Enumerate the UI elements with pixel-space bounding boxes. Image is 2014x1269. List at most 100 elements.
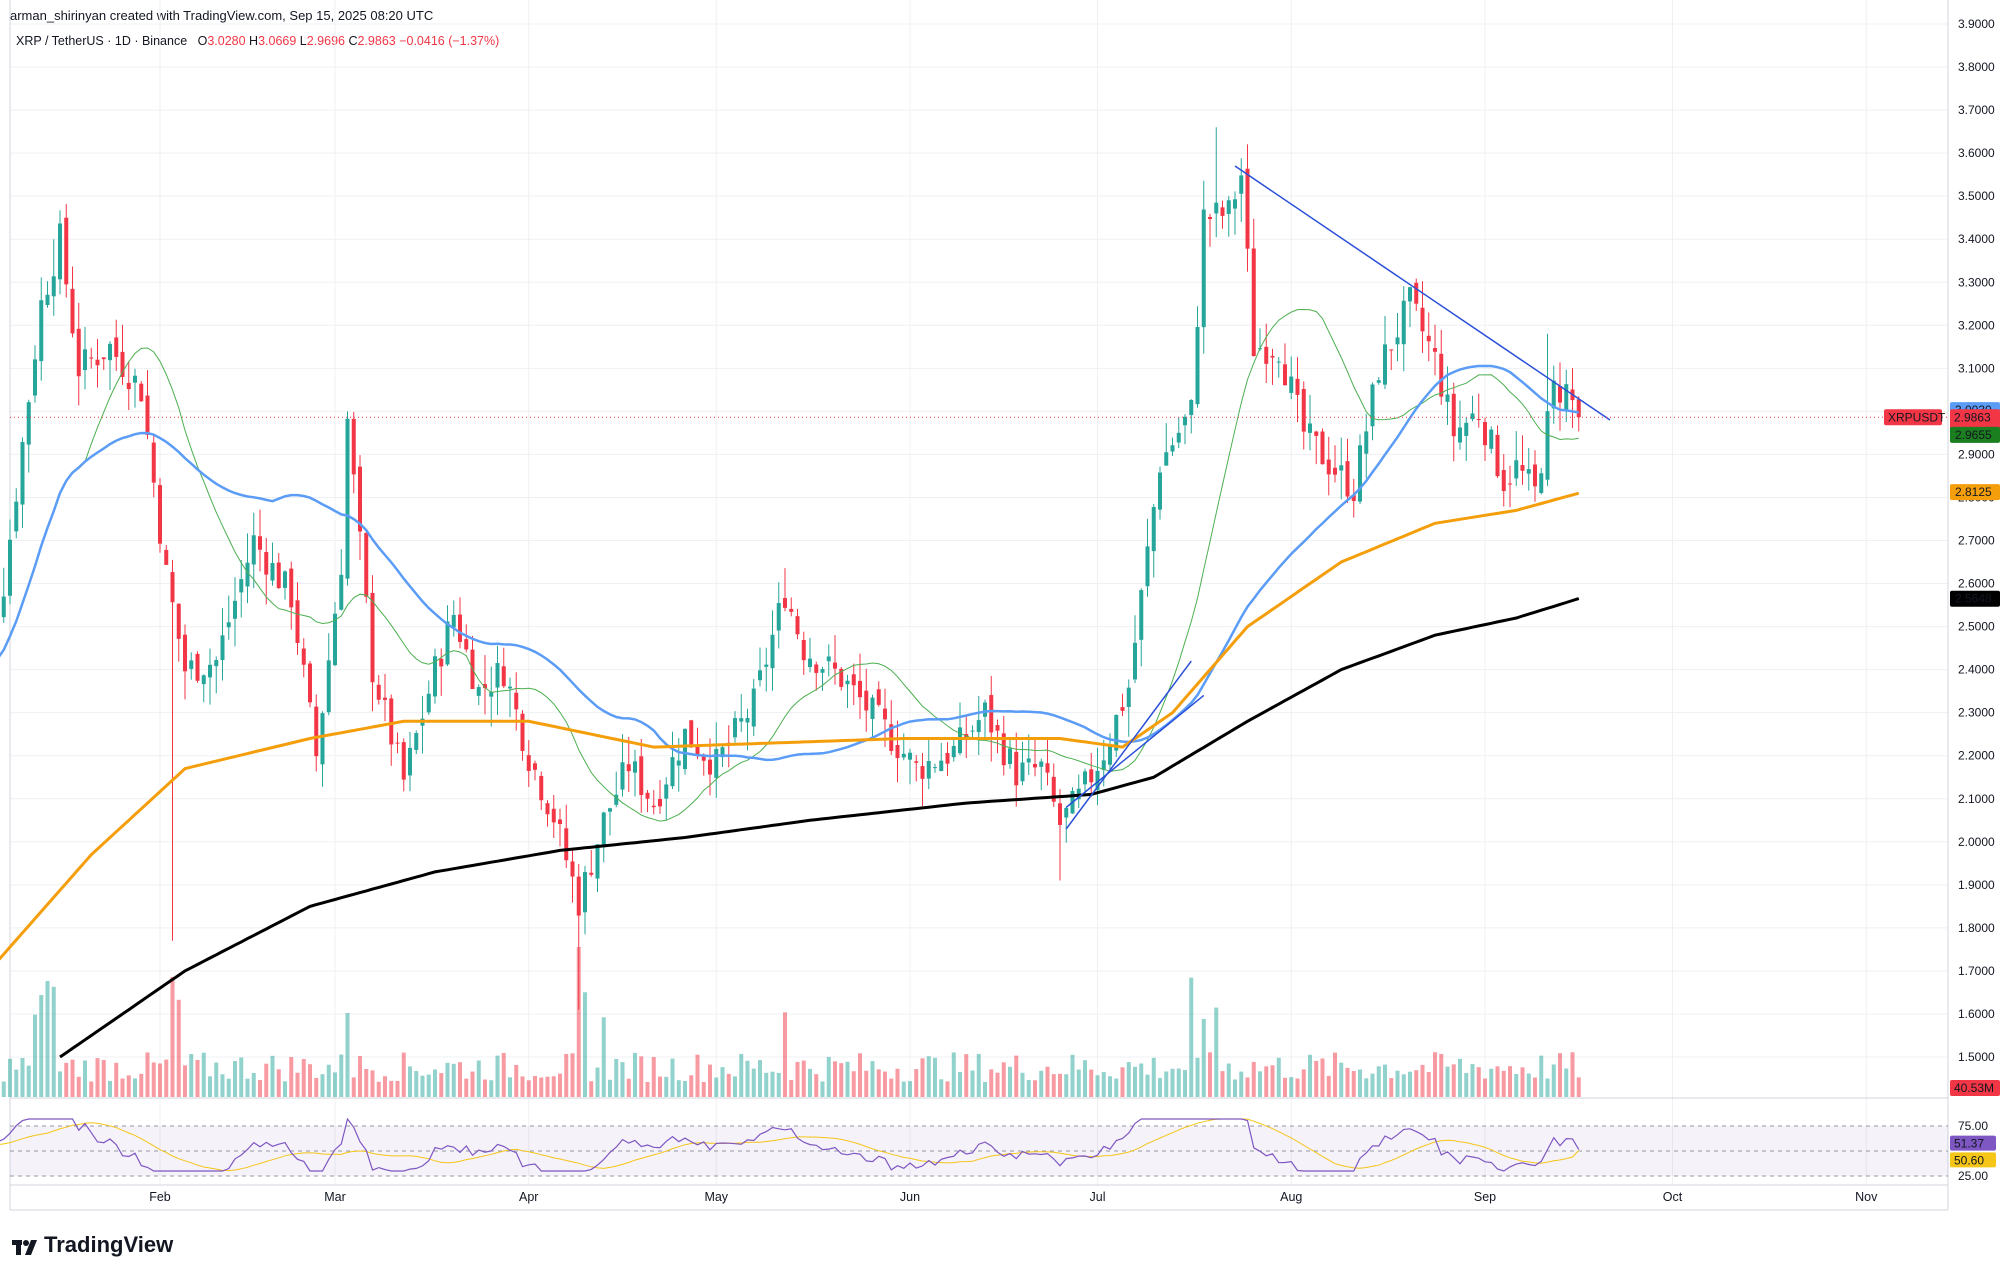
candle-body-232 [1414,282,1419,304]
candle-body-92 [539,775,544,801]
volume-bar-14 [51,986,56,1097]
volume-bar-152 [914,1069,919,1097]
volume-bar-242 [1476,1067,1481,1097]
volume-bar-9 [20,1058,25,1097]
legend-symbol[interactable]: XRP / TetherUS · 1D · Binance [16,34,188,48]
price-tick-label: 3.1000 [1958,361,1995,375]
candle-body-88 [514,692,519,710]
candle-body-63 [358,466,362,532]
candle-body-187 [1133,642,1137,680]
candle-body-48 [264,552,269,575]
candle-body-31 [158,485,162,544]
volume-bar-225 [1370,1073,1375,1097]
tradingview-logo-text: TradingView [44,1232,174,1257]
candle-body-113 [670,757,675,787]
rsi-tick-25: 25.00 [1958,1169,1988,1183]
candle-body-203 [1233,199,1237,209]
volume-bar-40 [214,1062,219,1097]
candle-body-74 [426,693,431,713]
descending-trendline [1234,165,1611,421]
price-tick-label: 2.7000 [1958,534,1995,548]
candle-body-169 [1020,762,1025,782]
volume-bar-198 [1201,1018,1206,1097]
candle-body-144 [864,690,869,711]
volume-bar-207 [1258,1071,1262,1097]
volume-bar-180 [1089,1069,1094,1097]
candle-body-180 [1089,769,1094,783]
volume-bar-30 [151,1062,156,1097]
volume-bar-78 [451,1063,456,1097]
tradingview-logo[interactable]: TradingView [12,1232,173,1258]
candle-body-67 [383,697,387,700]
volume-bar-87 [508,1077,512,1097]
volume-bar-132 [789,1080,794,1097]
volume-bar-222 [1351,1071,1356,1097]
month-label-apr: Apr [519,1190,538,1204]
candle-body-56 [314,706,319,757]
candle-body-233 [1420,307,1425,332]
candle-body-47 [258,536,262,550]
legend-close-value: 2.9863 [357,34,396,48]
price-axis[interactable]: 3.9000 3.8000 3.7000 3.6000 3.5000 3.4000 3.30… [1958,17,1995,1064]
candle-body-241 [1470,413,1475,420]
price-tick-label: 3.7000 [1958,103,1995,117]
time-axis[interactable]: Feb Mar Apr May Jun Jul Aug Sep Oct Nov [149,1190,1878,1204]
volume-bar-201 [1220,1071,1225,1097]
volume-bar-234 [1426,1072,1431,1097]
candle-body-226 [1376,380,1381,383]
candle-body-79 [458,614,462,642]
volume-bar-137 [820,1081,825,1097]
candle-body-128 [764,664,769,667]
volume-bar-41 [220,1074,225,1097]
volume-bar-183 [1108,1076,1112,1097]
volume-bar-165 [995,1072,1000,1097]
tag-ma-orange-bg [1950,484,2000,501]
candle-body-84 [489,691,494,697]
candle-body-248 [1514,460,1519,479]
volume-bar-85 [495,1055,500,1097]
volume-bar-196 [1189,977,1194,1097]
volume-bar-205 [1245,1077,1250,1097]
volume-bar-212 [1289,1077,1294,1097]
volume-bar-55 [308,1064,312,1097]
volume-bar-123 [733,1076,737,1097]
candle-body-44 [239,579,244,593]
volume-bar-71 [408,1066,412,1097]
volume-bar-156 [939,1079,944,1097]
volume-bar-99 [583,992,587,1097]
candle-body-202 [1226,200,1231,215]
candle-body-135 [808,658,812,668]
volume-bar-15 [58,1071,62,1097]
volume-bar-82 [476,1060,481,1097]
volume-bar-145 [870,1061,875,1097]
volume-bar-216 [1314,1060,1319,1097]
candle-body-214 [1301,388,1306,432]
candle-body-77 [445,621,450,665]
candle-body-94 [551,808,556,823]
volume-bar-168 [1014,1055,1019,1097]
volume-bar-38 [201,1052,206,1097]
candle-body-204 [1239,175,1244,194]
candle-body-230 [1401,300,1406,345]
volume-bar-32 [164,1059,169,1097]
candle-body-213 [1295,378,1300,395]
volume-bar-54 [301,1058,306,1097]
tag-ma-green-bg [1950,426,2000,443]
volume-bar-199 [1208,1052,1212,1097]
volume-bar-153 [920,1058,925,1097]
candle-body-61 [345,418,350,579]
candle-body-108 [639,756,644,796]
candle-body-107 [633,761,637,773]
candle-body-70 [401,742,406,780]
candle-body-146 [876,689,881,705]
volume-bar-13 [45,981,50,1097]
volume-bar-178 [1076,1069,1081,1097]
ma-orange-line [0,491,1580,961]
volume-bar-31 [158,1063,162,1097]
candle-body-189 [1145,546,1150,587]
candle-body-45 [245,562,250,587]
price-tick-label: 3.3000 [1958,275,1995,289]
volume-tag: 40.53M [1954,1081,1994,1095]
volume-bar-155 [933,1057,937,1097]
